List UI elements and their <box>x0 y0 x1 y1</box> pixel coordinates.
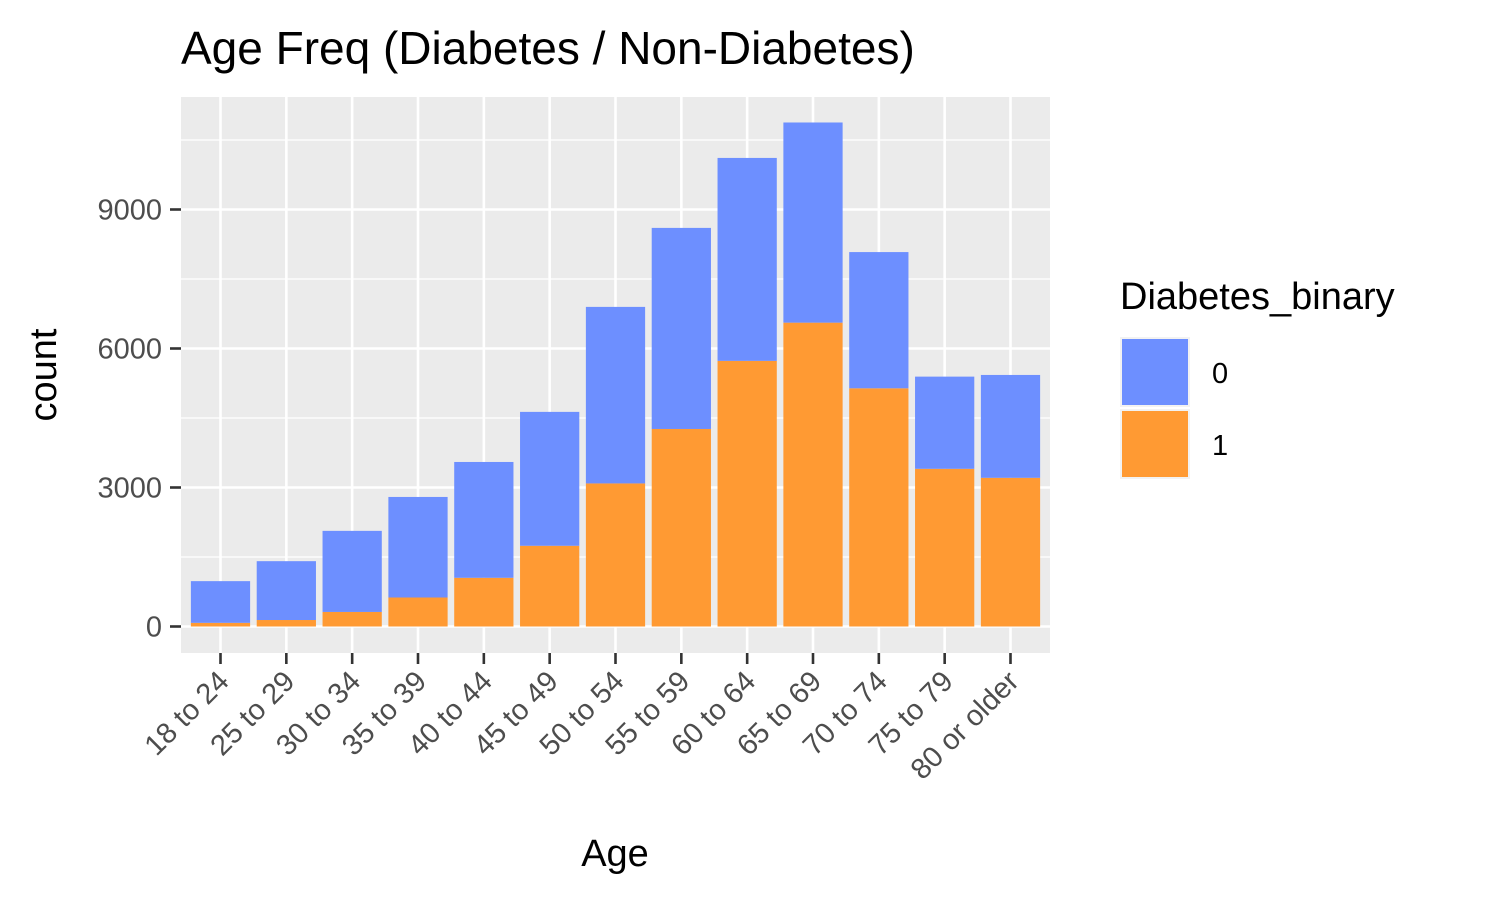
bar-25-to-29-series-0 <box>256 561 316 621</box>
bar-70-to-74-series-1 <box>849 388 909 627</box>
bar-55-to-59-series-0 <box>651 227 711 429</box>
y-tick-label: 6000 <box>97 334 162 366</box>
bar-40-to-44-series-0 <box>454 461 514 578</box>
bar-35-to-39-series-0 <box>388 496 448 598</box>
bar-75-to-79-series-1 <box>915 468 975 627</box>
bar-65-to-69-series-1 <box>783 322 843 627</box>
y-axis-title: count <box>23 328 65 421</box>
bar-45-to-49-series-0 <box>520 411 580 546</box>
bar-50-to-54-series-1 <box>585 483 646 627</box>
bar-18-to-24-series-1 <box>190 622 251 627</box>
bar-65-to-69-series-0 <box>783 122 843 323</box>
bar-45-to-49-series-1 <box>520 545 580 627</box>
bar-40-to-44-series-1 <box>454 577 514 627</box>
legend-swatch-0 <box>1122 339 1188 405</box>
bar-75-to-79-series-0 <box>915 376 975 469</box>
bar-50-to-54-series-0 <box>585 306 646 484</box>
bar-30-to-34-series-1 <box>322 611 382 627</box>
bar-35-to-39-series-1 <box>388 597 448 627</box>
bar-55-to-59-series-1 <box>651 428 711 627</box>
y-tick-label: 3000 <box>97 473 162 505</box>
bar-60-to-64-series-0 <box>717 157 777 361</box>
bar-25-to-29-series-1 <box>256 620 316 627</box>
y-tick-label: 9000 <box>97 195 162 227</box>
bar-80-or-older-series-1 <box>980 477 1041 627</box>
legend-swatch-1 <box>1122 411 1188 477</box>
bars <box>190 122 1041 627</box>
y-axis: 0 3000 6000 9000 <box>97 195 181 644</box>
bar-70-to-74-series-0 <box>849 252 909 389</box>
bar-60-to-64-series-1 <box>717 360 777 627</box>
y-tick-label: 0 <box>146 612 162 644</box>
bar-80-or-older-series-0 <box>980 374 1041 478</box>
bar-18-to-24-series-0 <box>190 581 251 623</box>
legend-label-0: 0 <box>1212 358 1228 390</box>
x-axis-title: Age <box>581 833 649 875</box>
legend: Diabetes_binary 0 1 <box>1120 276 1395 479</box>
legend-label-1: 1 <box>1212 430 1228 462</box>
bar-30-to-34-series-0 <box>322 530 382 612</box>
chart-title: Age Freq (Diabetes / Non-Diabetes) <box>181 22 915 74</box>
legend-title: Diabetes_binary <box>1120 276 1395 318</box>
